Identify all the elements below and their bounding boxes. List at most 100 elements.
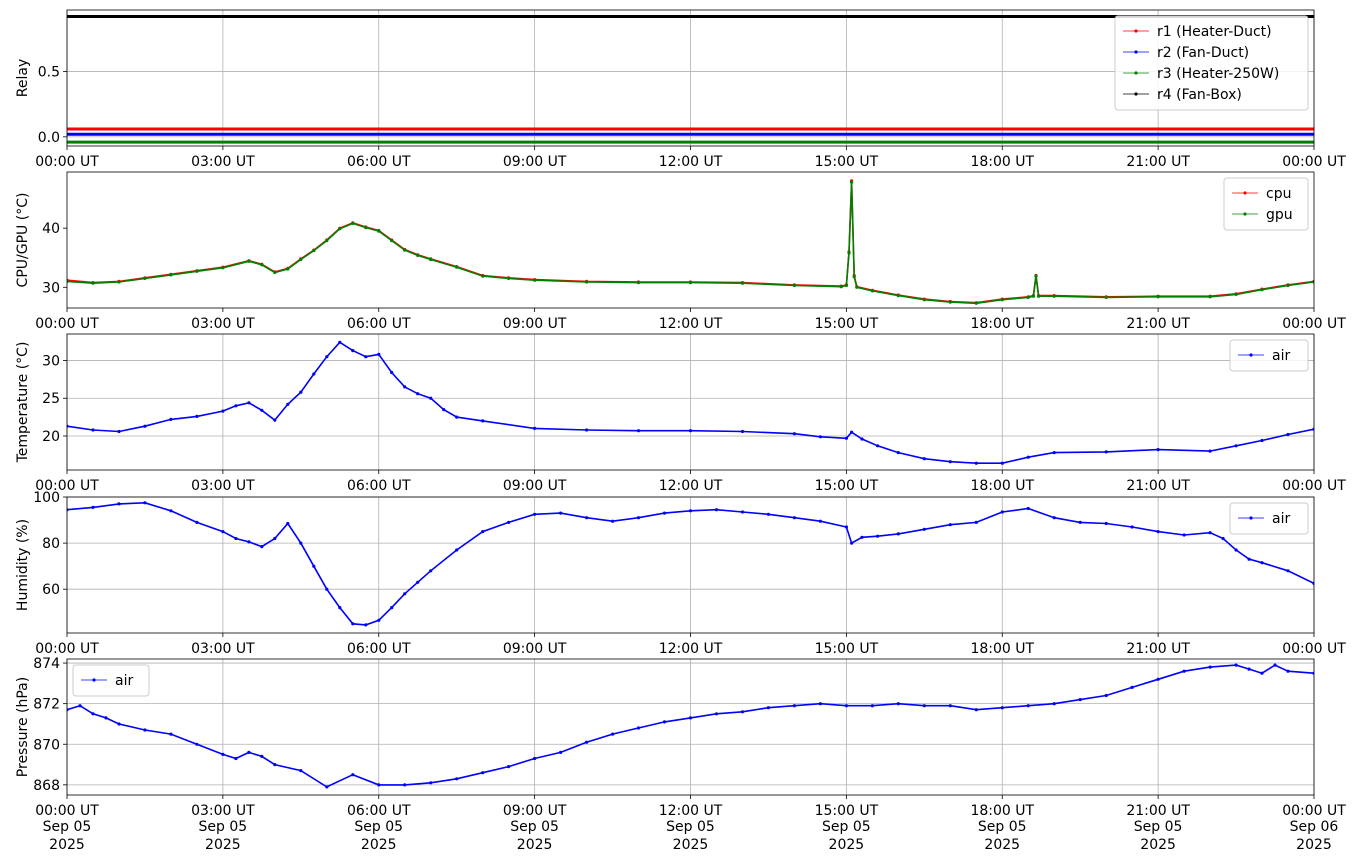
data-point [818,702,823,706]
x-tick-date: Sep 05 [199,819,248,835]
x-tick-label: 00:00 UT [1282,478,1346,494]
legend-box [1114,15,1309,111]
x-tick-label: 09:00 UT [503,154,567,170]
x-tick-label: 21:00 UT [1126,316,1190,332]
data-point [1234,444,1238,448]
data-point [260,408,264,412]
data-point [221,530,225,534]
data-point [896,451,900,455]
data-point [714,508,719,512]
data-point [351,622,355,626]
legend-label: gpu [1266,207,1293,223]
x-tick-date: Sep 05 [1134,819,1183,835]
x-tick-date: Sep 05 [822,819,871,835]
data-point [1208,665,1212,669]
legend-box [1229,502,1309,535]
data-point [1156,448,1160,452]
data-point [922,704,926,708]
data-point [870,289,875,293]
data-point [852,275,856,279]
data-point [1234,663,1238,667]
data-point [1031,294,1035,298]
data-point [1000,706,1004,710]
data-point [1247,667,1251,671]
x-tick-label: 00:00 UT [35,478,99,494]
data-point [636,281,641,285]
x-tick-label: 18:00 UT [970,641,1034,657]
x-tick-label: 09:00 UT [503,803,567,819]
data-point [1104,450,1108,454]
series-group [67,340,1314,465]
data-point [662,511,667,515]
data-point [390,370,394,375]
x-tick-label: 00:00 UT [35,803,99,819]
data-point [377,229,381,233]
data-point [351,221,355,225]
x-tick-date: Sep 05 [666,819,715,835]
series-group [67,15,1314,144]
data-point [740,429,745,434]
data-point [585,740,589,744]
data-point [844,704,849,708]
data-point [338,340,342,344]
data-point [312,564,316,568]
data-point [1026,506,1030,511]
data-point [1260,438,1264,443]
data-point [260,754,264,759]
legend-swatch-marker [1249,353,1253,357]
data-point [416,580,420,584]
data-point [338,606,342,610]
data-point [403,385,407,389]
legend-box [1229,339,1309,372]
data-point [351,773,355,777]
data-point [403,783,407,787]
data-point [1104,295,1108,299]
data-point [876,444,880,448]
legend-box [1223,177,1309,231]
data-point [1208,295,1212,299]
data-point [636,429,641,433]
data-point [390,239,394,243]
data-point [922,457,926,461]
x-tick-year: 2025 [205,837,241,853]
y-axis-label: Relay [15,59,31,97]
data-point [325,785,329,789]
x-tick-label: 06:00 UT [347,803,411,819]
series-line-1 [67,180,1314,304]
x-tick-label: 18:00 UT [970,316,1034,332]
data-point [1286,669,1290,673]
data-point [429,257,433,262]
y-tick-label: 0.0 [38,130,60,146]
data-point [312,372,316,376]
data-point [1234,548,1238,552]
data-point [740,710,745,714]
data-point [636,516,641,520]
data-point [442,408,446,412]
legend: air [1229,339,1309,372]
data-point [299,257,303,262]
x-tick-label: 00:00 UT [1282,316,1346,332]
data-point [91,281,95,285]
data-point [247,401,251,405]
data-point [416,253,420,257]
data-point [1104,693,1108,698]
data-point [611,519,615,523]
data-point [948,300,952,304]
data-point [221,409,225,413]
series-group [67,663,1314,789]
data-point [455,415,459,419]
data-point [1260,671,1264,675]
data-point [117,502,121,506]
data-point [377,783,381,787]
x-tick-year: 2025 [1140,837,1176,853]
y-tick-label: 30 [42,280,60,296]
data-point [948,460,952,464]
data-point [195,414,199,418]
x-tick-label: 12:00 UT [659,154,723,170]
axes-frame [66,171,1315,309]
legend-label: r1 (Heater-Duct) [1157,24,1272,40]
x-tick-label: 09:00 UT [503,316,567,332]
data-point [922,527,926,531]
data-point [117,429,121,434]
